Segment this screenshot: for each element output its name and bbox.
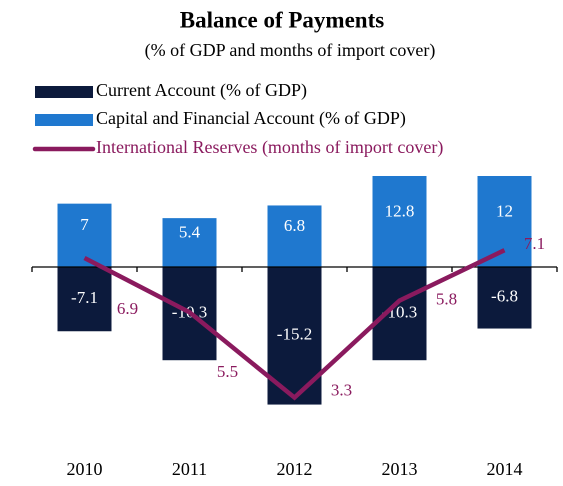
legend-swatch xyxy=(35,86,93,98)
x-tick-label: 2011 xyxy=(172,459,207,479)
bar-value-label: -15.2 xyxy=(277,325,312,344)
bar-value-label: 12 xyxy=(496,202,513,221)
legend-label: Capital and Financial Account (% of GDP) xyxy=(96,108,406,129)
line-value-label: 5.5 xyxy=(217,362,238,381)
bar-value-label: -7.1 xyxy=(71,288,98,307)
legend-label: International Reserves (months of import… xyxy=(96,137,443,158)
bar-value-label: 7 xyxy=(80,215,89,234)
x-tick-label: 2010 xyxy=(67,459,103,479)
bar-value-label: -6.8 xyxy=(491,287,518,306)
line-value-label: 6.9 xyxy=(117,299,138,318)
legend-swatch xyxy=(35,114,93,126)
bar-value-label: 5.4 xyxy=(179,222,201,241)
overlay: -7.1-10.3-15.2-10.3-6.87 5.4 6.812.8 126.95… xyxy=(31,202,558,479)
x-tick-label: 2012 xyxy=(277,459,313,479)
bar xyxy=(162,218,217,267)
chart-title: Balance of Payments xyxy=(180,7,384,32)
line xyxy=(83,248,506,401)
bar xyxy=(372,267,427,361)
x-tick-label: 2014 xyxy=(487,459,523,479)
chart-subtitle: (% of GDP and months of import cover) xyxy=(145,40,436,61)
bar xyxy=(57,267,112,332)
legend: Current Account (% of GDP) Capital and Fi… xyxy=(32,80,443,158)
bar xyxy=(57,203,112,267)
bar-value-label: 12.8 xyxy=(385,202,415,221)
line-value-label: 5.8 xyxy=(436,290,457,309)
bar xyxy=(267,205,322,267)
bar xyxy=(477,267,532,329)
line-value-label: 7.1 xyxy=(524,234,545,253)
line-value-label: 3.3 xyxy=(331,380,352,399)
bars xyxy=(57,176,532,405)
legend-label: Current Account (% of GDP) xyxy=(96,80,307,101)
x-tick-label: 2013 xyxy=(382,459,418,479)
bar xyxy=(372,176,427,267)
bar-value-label: 6.8 xyxy=(284,216,305,235)
